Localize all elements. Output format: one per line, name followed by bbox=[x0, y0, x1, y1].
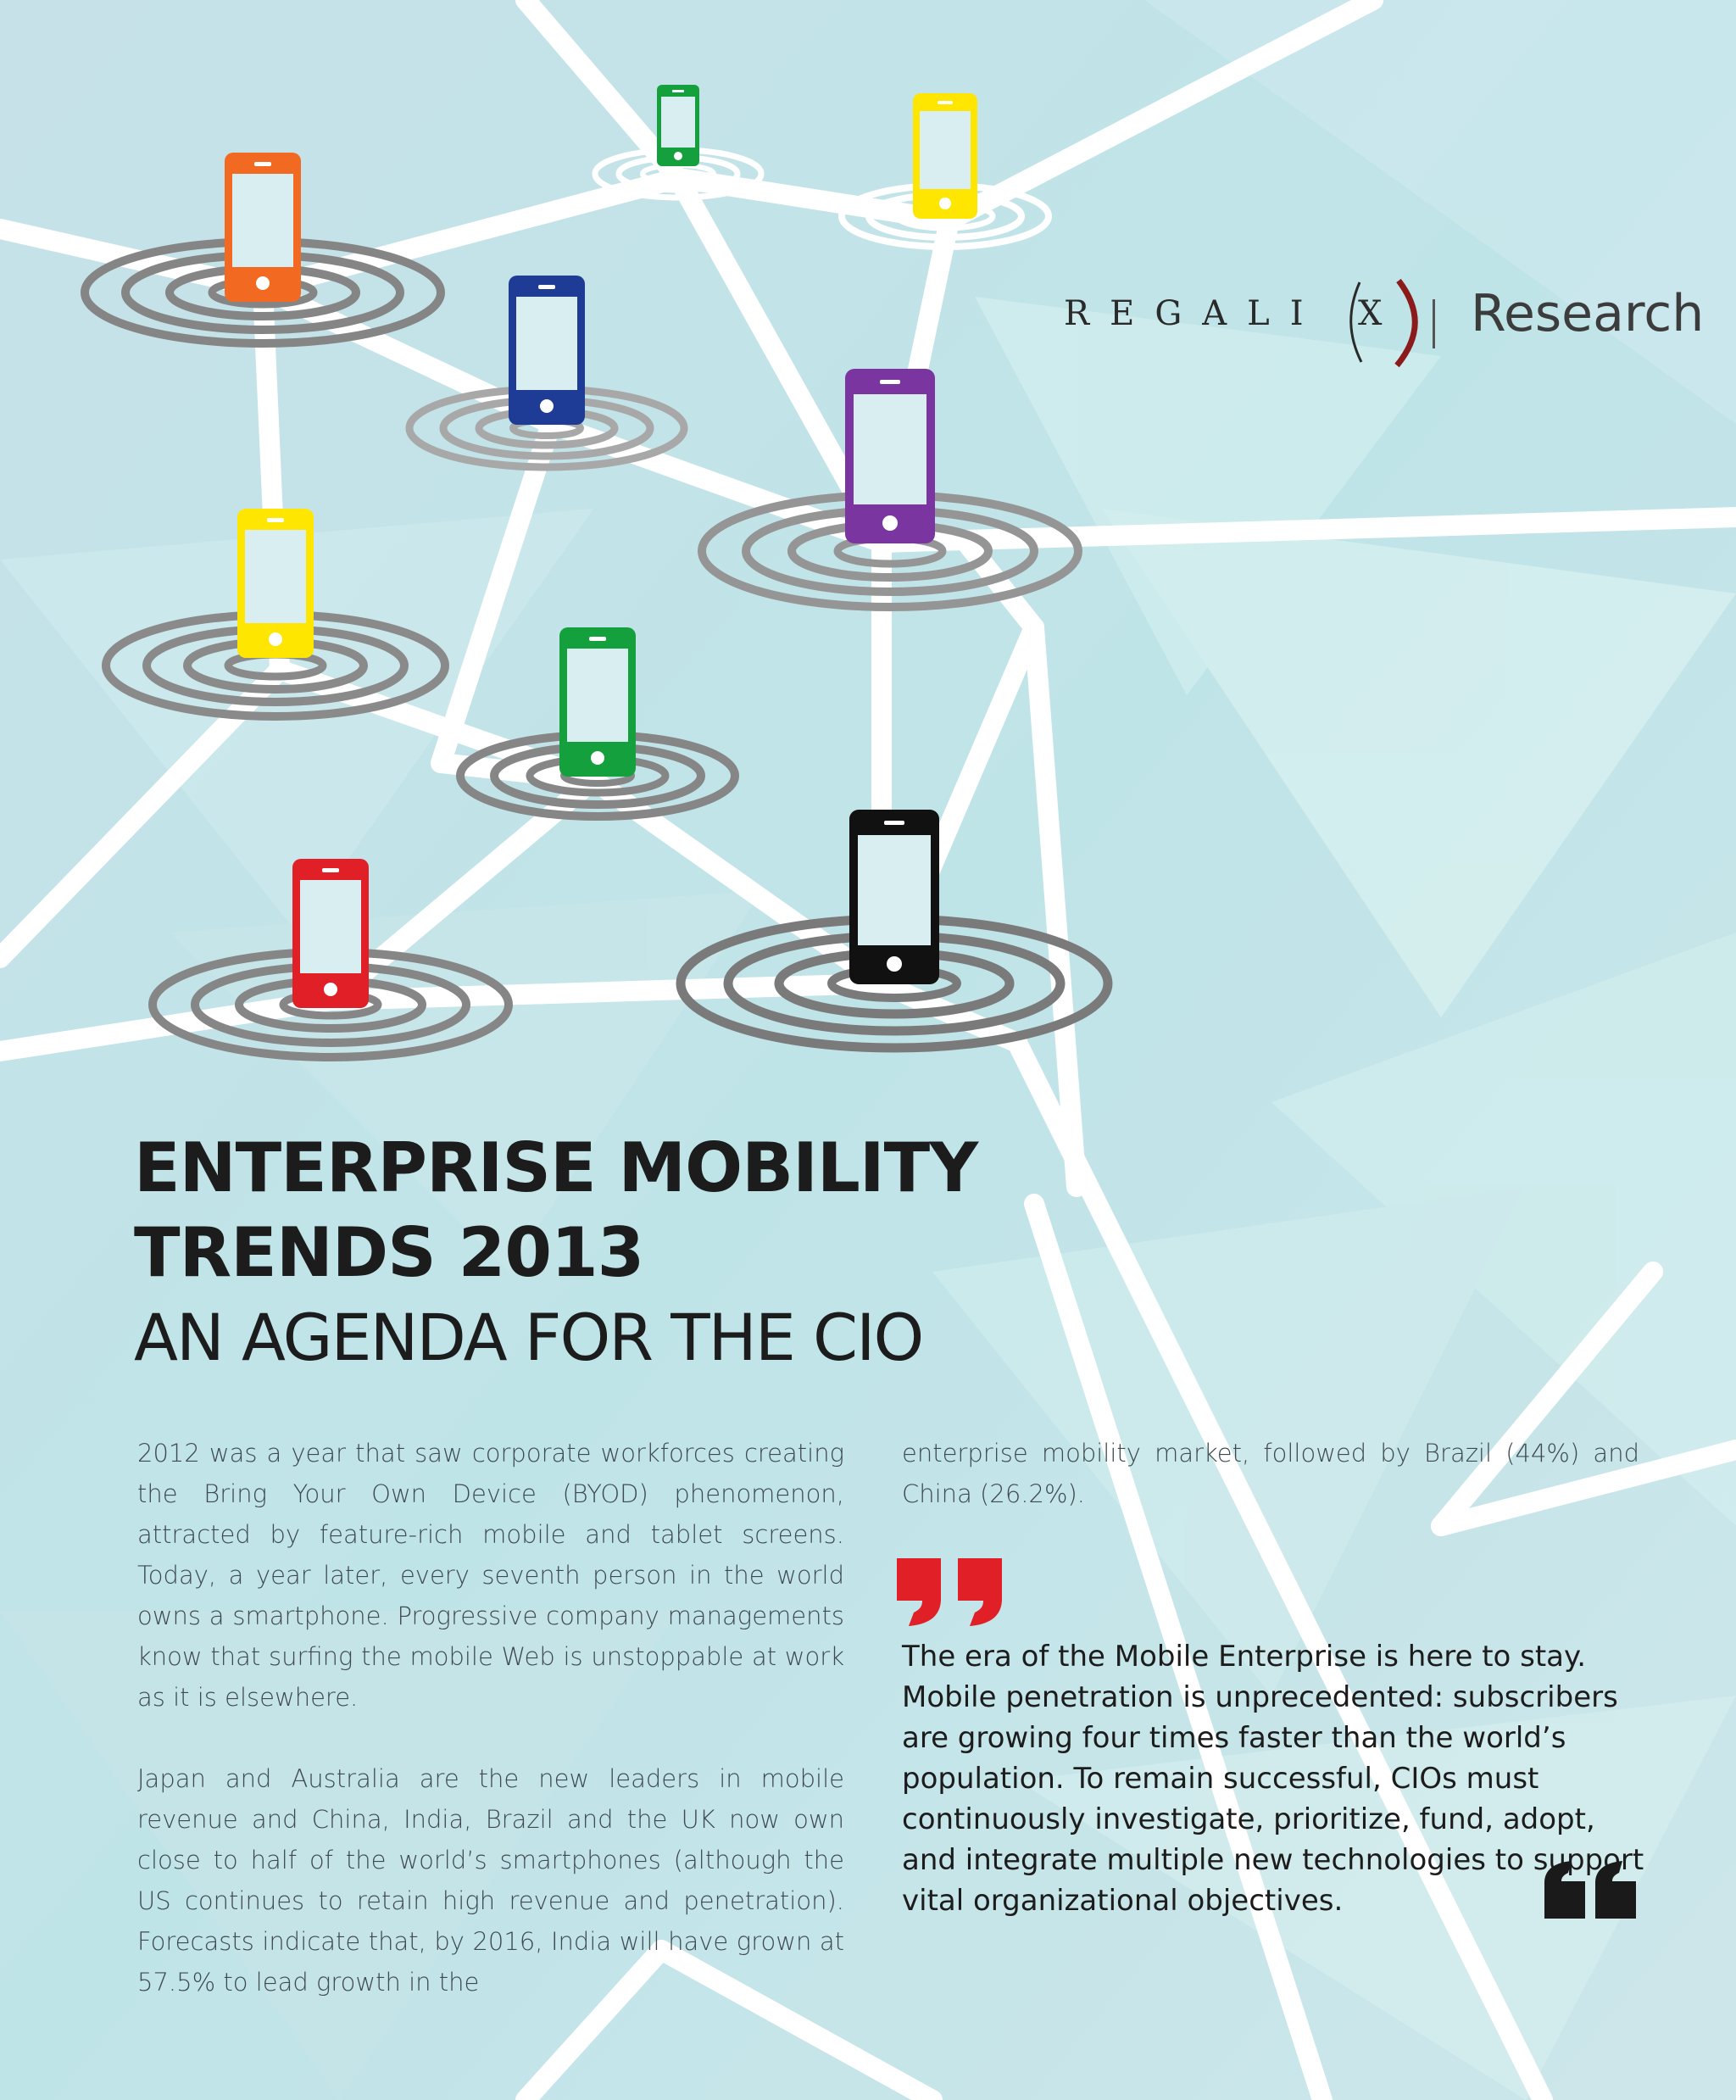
logo-x-letter: X bbox=[1358, 294, 1383, 333]
logo-divider bbox=[1433, 299, 1435, 348]
headline-block: ENTERPRISE MOBILITY TRENDS 2013 AN AGEND… bbox=[134, 1126, 1066, 1380]
pull-quote: The era of the Mobile Enterprise is here… bbox=[902, 1640, 1644, 1918]
phone-target-purple bbox=[698, 369, 1082, 611]
phone-target-green-mid bbox=[456, 627, 739, 821]
body-column-left: 2012 was a year that saw corporate workf… bbox=[137, 1433, 844, 2003]
phone-target-blue bbox=[405, 276, 688, 471]
phone-target-yellow-mid bbox=[102, 509, 449, 721]
phone-target-yellow-top bbox=[838, 93, 1052, 250]
logo-research-label: Research bbox=[1471, 284, 1705, 343]
body-column-right: enterprise mobility market, followed by … bbox=[902, 1433, 1639, 1514]
phone-target-green-top bbox=[592, 85, 765, 201]
title-line-1: ENTERPRISE MOBILITY bbox=[134, 1128, 978, 1207]
subtitle: AN AGENDA FOR THE CIO bbox=[134, 1300, 924, 1375]
close-quote-icon bbox=[1544, 1861, 1636, 1919]
title-line-2: TRENDS 2013 bbox=[134, 1213, 644, 1292]
body-paragraph-1: 2012 was a year that saw corporate workf… bbox=[137, 1439, 844, 1712]
body-paragraph-2: Japan and Australia are the new leaders … bbox=[137, 1764, 844, 1997]
open-quote-icon bbox=[897, 1558, 1002, 1626]
body-paragraph-3: enterprise mobility market, followed by … bbox=[902, 1439, 1639, 1508]
phone-targets bbox=[81, 85, 1113, 1061]
phone-target-black bbox=[676, 810, 1113, 1053]
phone-target-red bbox=[148, 859, 513, 1061]
logo-wordmark: REGALI bbox=[1064, 294, 1324, 333]
phone-target-orange bbox=[81, 153, 445, 348]
logo-parenthesis-icon bbox=[1349, 278, 1418, 368]
